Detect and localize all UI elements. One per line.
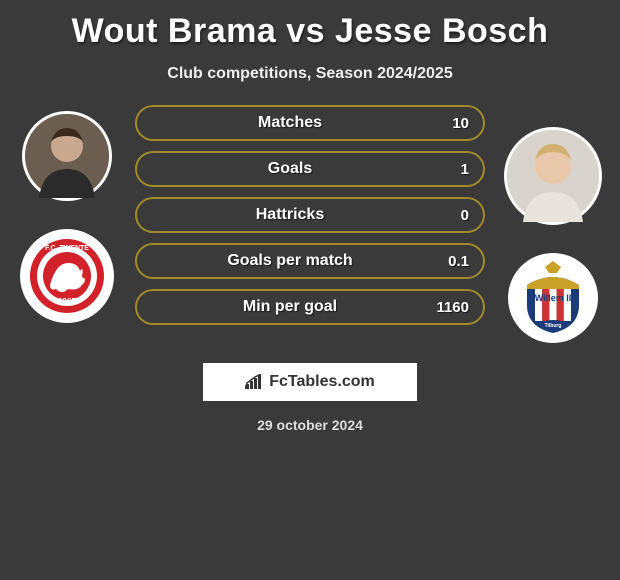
- stat-value: 1160: [429, 299, 469, 316]
- comparison-date: 29 october 2024: [0, 417, 620, 433]
- bar-chart-icon: [245, 374, 265, 390]
- stat-label: Hattricks: [151, 206, 429, 224]
- stat-row: Goals per match0.1: [135, 243, 485, 279]
- stat-value: 10: [429, 115, 469, 132]
- player-left-column: 1965 F.C. TWENTE: [7, 105, 127, 323]
- fctables-logo: FcTables.com: [203, 363, 417, 401]
- stat-label: Goals: [151, 160, 429, 178]
- person-icon: [25, 114, 109, 198]
- club-crest-icon: Tilburg Willem II: [512, 257, 594, 339]
- comparison-subtitle: Club competitions, Season 2024/2025: [0, 65, 620, 83]
- fctables-logo-text: FcTables.com: [269, 373, 375, 391]
- svg-text:1965: 1965: [58, 297, 76, 306]
- player-left-club-crest: 1965 F.C. TWENTE: [20, 229, 114, 323]
- stat-value: 1: [429, 161, 469, 178]
- person-icon: [507, 130, 599, 222]
- stat-row: Goals1: [135, 151, 485, 187]
- stat-value: 0: [429, 207, 469, 224]
- stat-label: Min per goal: [151, 298, 429, 316]
- comparison-title: Wout Brama vs Jesse Bosch: [0, 0, 620, 51]
- comparison-main-row: 1965 F.C. TWENTE Matches10Goals1Hattrick…: [0, 105, 620, 343]
- stat-label: Goals per match: [151, 252, 429, 270]
- svg-text:Willem II: Willem II: [535, 293, 571, 303]
- stat-row: Hattricks0: [135, 197, 485, 233]
- club-crest-icon: 1965 F.C. TWENTE: [28, 237, 106, 315]
- player-right-avatar: [504, 127, 602, 225]
- stat-row: Matches10: [135, 105, 485, 141]
- player-right-column: Tilburg Willem II: [493, 105, 613, 343]
- stat-label: Matches: [151, 114, 429, 132]
- stats-column: Matches10Goals1Hattricks0Goals per match…: [135, 105, 485, 325]
- stat-value: 0.1: [429, 253, 469, 270]
- player-right-club-crest: Tilburg Willem II: [508, 253, 598, 343]
- svg-text:Tilburg: Tilburg: [545, 323, 562, 329]
- player-left-avatar: [22, 111, 112, 201]
- svg-text:F.C. TWENTE: F.C. TWENTE: [45, 245, 89, 252]
- stat-row: Min per goal1160: [135, 289, 485, 325]
